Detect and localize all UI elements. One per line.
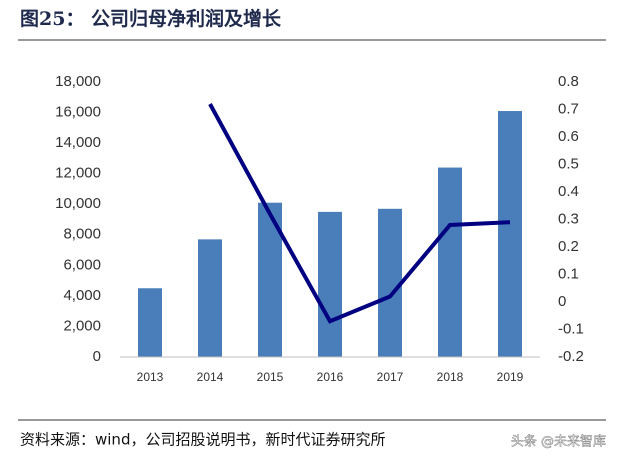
x-tick-label: 2014 [197, 370, 224, 384]
y2-tick-label: 0.7 [558, 100, 579, 117]
y-tick-label: 16,000 [55, 104, 101, 121]
x-tick-label: 2013 [137, 370, 164, 384]
bar [498, 111, 522, 358]
y2-tick-label: 0.2 [558, 238, 579, 255]
x-tick-label: 2019 [497, 370, 524, 384]
bar [138, 288, 162, 357]
x-tick-label: 2016 [317, 370, 344, 384]
y2-tick-label: 0.8 [558, 73, 579, 90]
watermark: 头条 @未来智库 [511, 434, 606, 450]
y-tick-label: 2,000 [63, 317, 101, 334]
bar [378, 208, 402, 357]
bar [198, 239, 222, 357]
x-tick-label: 2018 [437, 370, 464, 384]
y-tick-label: 6,000 [63, 256, 101, 273]
source-note: 资料来源：wind，公司招股说明书，新时代证券研究所 [20, 431, 385, 449]
y2-tick-label: 0.4 [558, 183, 579, 200]
y2-tick-label: -0.2 [558, 348, 584, 365]
chart-title: 图25： 公司归母净利润及增长 [20, 7, 282, 30]
y-tick-label: 14,000 [55, 134, 101, 151]
bar [318, 211, 342, 357]
y2-tick-label: -0.1 [558, 320, 584, 337]
y-tick-label: 18,000 [55, 73, 101, 90]
y-tick-label: 10,000 [55, 195, 101, 212]
y2-tick-label: 0 [558, 293, 566, 310]
y-tick-label: 4,000 [63, 287, 101, 304]
y2-tick-label: 0.1 [558, 265, 579, 282]
y2-tick-label: 0.6 [558, 128, 579, 145]
y-tick-label: 12,000 [55, 165, 101, 182]
y2-tick-label: 0.5 [558, 155, 579, 172]
x-tick-label: 2017 [377, 370, 404, 384]
x-tick-label: 2015 [257, 370, 284, 384]
y-tick-label: 8,000 [63, 226, 101, 243]
line [208, 103, 511, 324]
y-tick-label: 0 [93, 348, 101, 365]
bar [438, 167, 462, 357]
y2-tick-label: 0.3 [558, 210, 579, 227]
